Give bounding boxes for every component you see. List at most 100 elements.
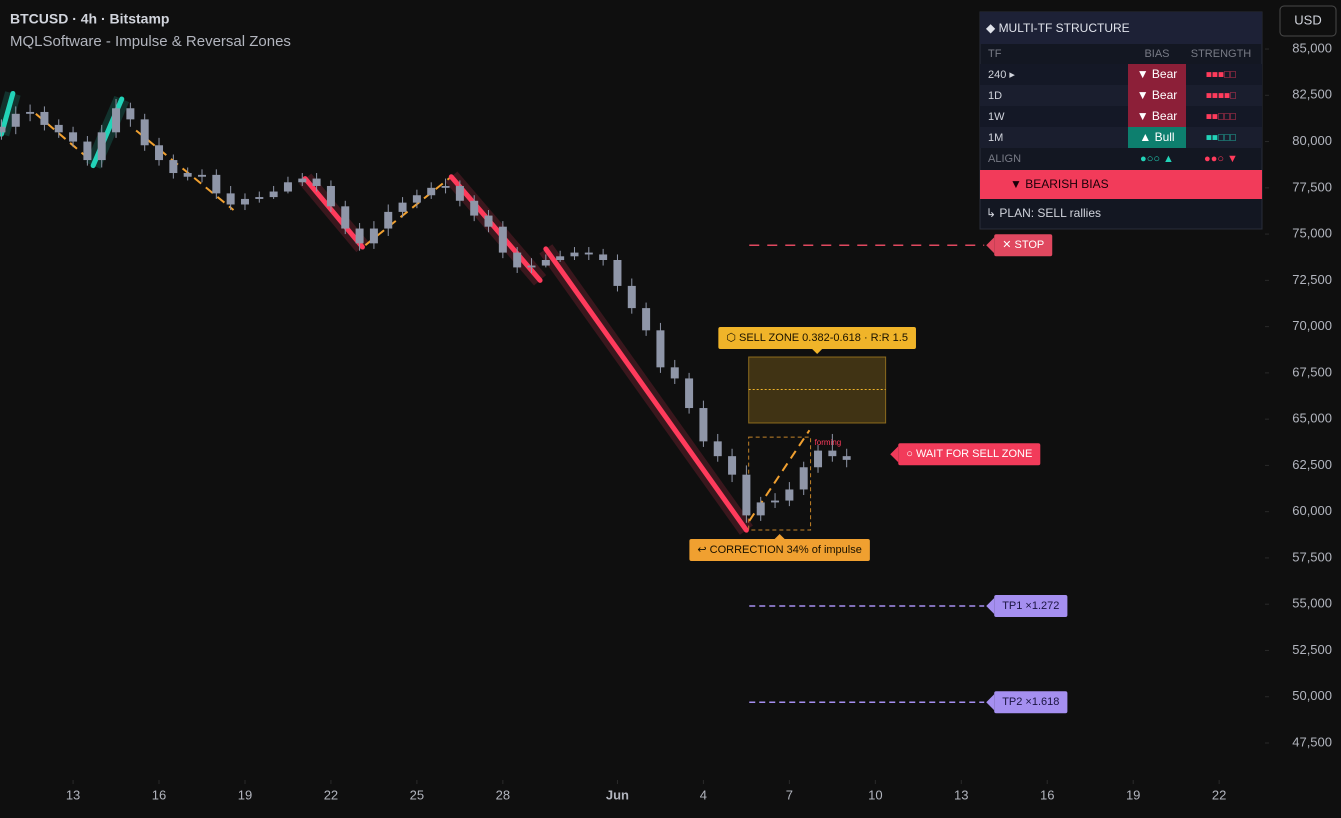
- candle-body: [183, 173, 192, 177]
- bias-cell: [1128, 85, 1186, 106]
- currency-button[interactable]: [1279, 5, 1337, 37]
- candle-body: [240, 198, 249, 205]
- y-tick-label: 67,500: [1292, 364, 1332, 379]
- candle-body: [298, 178, 307, 183]
- candle-body: [570, 252, 579, 257]
- column-header: STRENGTH: [1191, 48, 1252, 60]
- candle-body: [226, 193, 235, 205]
- candle-body: [11, 113, 20, 127]
- y-tick-label: 60,000: [1292, 503, 1332, 518]
- candle-body: [670, 367, 679, 379]
- y-tick-label: 50,000: [1292, 688, 1332, 703]
- x-tick-label: 28: [496, 787, 510, 802]
- impulse-leg: [302, 176, 365, 250]
- candle-body: [484, 215, 493, 227]
- candle-body: [699, 408, 708, 442]
- strength-bar: ■■□□□: [1206, 133, 1236, 144]
- row-bg: [980, 127, 1262, 148]
- candle-body: [341, 206, 350, 229]
- sell-pointer: [811, 347, 824, 354]
- candle-body: [97, 132, 106, 161]
- level-pointer: [986, 694, 995, 711]
- bias-label: ▼ Bear: [1137, 109, 1178, 123]
- x-tick-label: Jun: [606, 787, 629, 802]
- candle-body: [527, 265, 536, 268]
- tf-label: 240 ▸: [988, 69, 1015, 81]
- candle-body: [627, 285, 636, 309]
- candle-body: [398, 202, 407, 212]
- candle-body: [355, 228, 364, 244]
- y-tick-label: 77,500: [1292, 179, 1332, 194]
- candle-body: [412, 195, 421, 203]
- y-tick-label: 65,000: [1292, 411, 1332, 426]
- level-pointer: [986, 598, 995, 615]
- candle-body: [756, 502, 765, 516]
- verdict-bg: [980, 170, 1262, 199]
- candle-body: [642, 308, 651, 331]
- zigzag: [135, 129, 235, 211]
- candle-body: [83, 141, 92, 161]
- strength-bar: ■■■■□: [1206, 91, 1236, 102]
- currency-label[interactable]: USD: [1294, 12, 1321, 27]
- candle-body: [369, 228, 378, 244]
- tf-label: 1M: [988, 132, 1003, 144]
- impulse-leg: [543, 246, 749, 533]
- candle-body: [799, 467, 808, 490]
- x-tick-label: 22: [1212, 787, 1226, 802]
- candle-body: [470, 200, 479, 216]
- candle-body: [584, 252, 593, 255]
- row-bg: [980, 85, 1262, 106]
- plan: ↳ PLAN: SELL rallies: [986, 206, 1101, 220]
- sell-zone-label: ⬡ SELL ZONE 0.382-0.618 · R:R 1.5: [726, 332, 908, 344]
- candle-body: [155, 145, 164, 161]
- level-label-bg: [994, 691, 1068, 714]
- forming-label: forming: [815, 438, 842, 447]
- bias-label: ▲ Bull: [1139, 130, 1174, 144]
- candle-body: [54, 124, 63, 133]
- align-label: ALIGN: [988, 153, 1021, 165]
- candle-body: [814, 450, 823, 468]
- level-label: ✕ STOP: [1002, 239, 1044, 251]
- candle-body: [541, 260, 550, 266]
- correction-label-bg: [689, 538, 870, 561]
- x-tick-label: 22: [324, 787, 338, 802]
- symbol-title: BTCUSD · 4h · Bitstamp: [10, 11, 169, 27]
- candle-body: [427, 187, 436, 196]
- bias-label: ▼ Bear: [1137, 67, 1178, 81]
- candle-body: [312, 178, 321, 186]
- bias-cell: [1128, 106, 1186, 127]
- x-tick-label: 19: [1126, 787, 1140, 802]
- candle-body: [742, 474, 751, 516]
- status-pointer: [890, 446, 899, 463]
- x-tick-label: 4: [700, 787, 707, 802]
- candle-body: [599, 254, 608, 260]
- candle-body: [169, 160, 178, 174]
- y-tick-label: 80,000: [1292, 133, 1332, 148]
- tf-label: 1W: [988, 111, 1005, 123]
- row-bg: [980, 64, 1262, 85]
- candle-body: [685, 378, 694, 409]
- panel-title: ◆ MULTI-TF STRUCTURE: [986, 21, 1130, 35]
- verdict: ▼ BEARISH BIAS: [1010, 177, 1109, 191]
- column-header: TF: [988, 48, 1002, 60]
- candle-body: [728, 456, 737, 475]
- level-label-bg: [994, 595, 1068, 618]
- tf-label: 1D: [988, 90, 1002, 102]
- correction-label: ↩ CORRECTION 34% of impulse: [697, 544, 861, 556]
- candle-body: [326, 185, 335, 207]
- candle-body: [0, 126, 6, 133]
- candle-body: [126, 108, 135, 120]
- panel-header: [980, 12, 1262, 44]
- level-label-bg: [994, 234, 1053, 257]
- impulse-leg: [448, 174, 543, 283]
- indicator-name: MQLSoftware - Impulse & Reversal Zones: [10, 33, 291, 50]
- strength-bar: ■■■□□: [1206, 70, 1236, 81]
- candle-body: [498, 226, 507, 253]
- x-tick-label: 7: [786, 787, 793, 802]
- zigzag: [35, 113, 91, 161]
- x-tick-label: 25: [410, 787, 424, 802]
- y-tick-label: 72,500: [1292, 272, 1332, 287]
- y-tick-label: 82,500: [1292, 87, 1332, 102]
- candle-body: [656, 330, 665, 368]
